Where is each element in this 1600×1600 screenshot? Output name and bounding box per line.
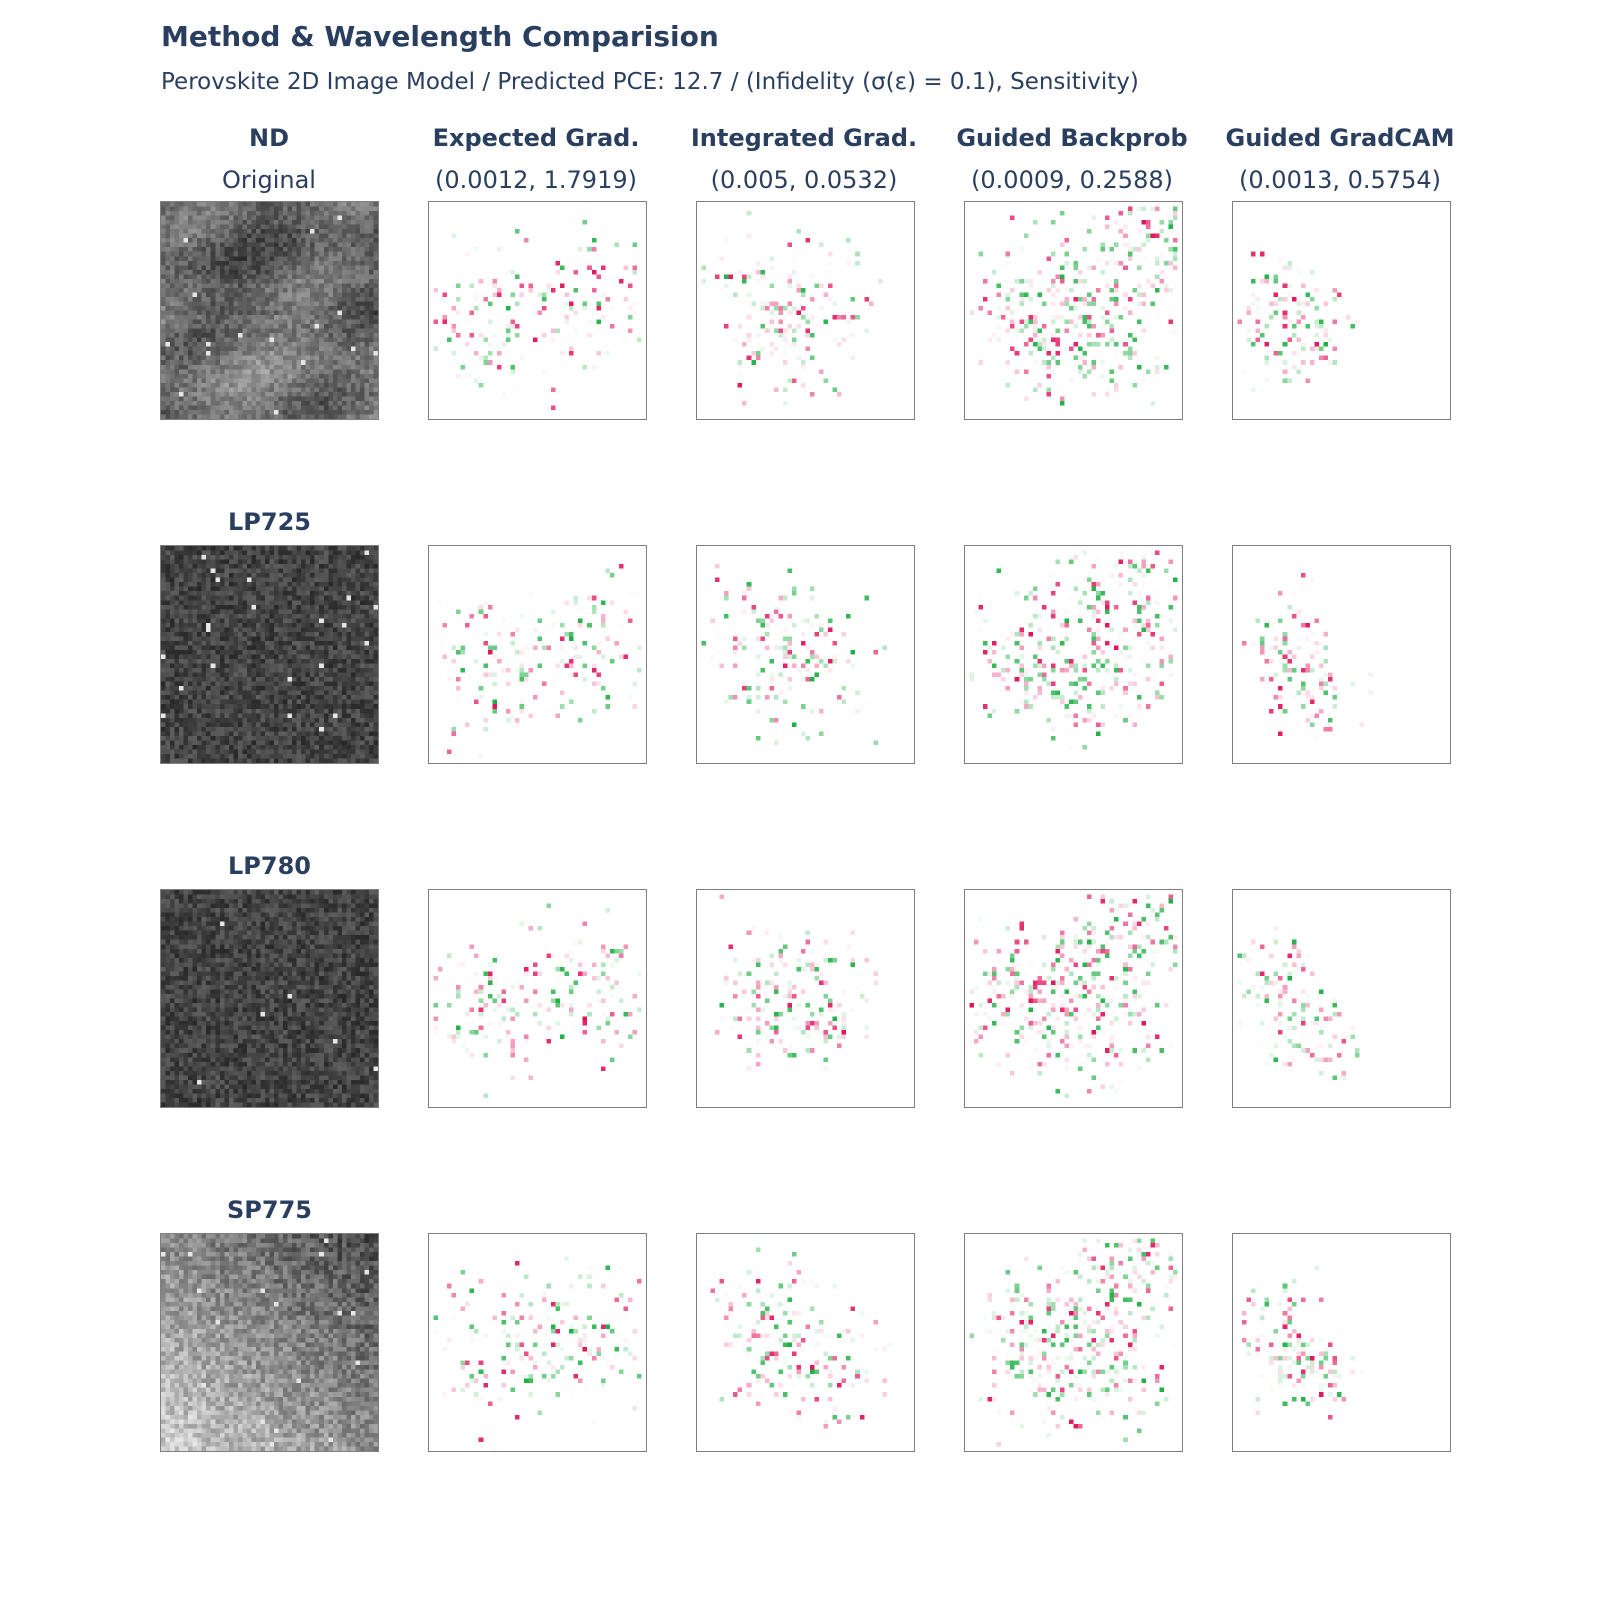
column-header-expected-grad: Expected Grad.: [432, 124, 640, 152]
attribution-map-lp780-guided-gradcam: [1232, 889, 1451, 1108]
original-image-sp775: [160, 1233, 379, 1452]
grayscale-image: [161, 546, 378, 763]
original-image-lp725: [160, 545, 379, 764]
figure-title: Method & Wavelength Comparision: [161, 20, 719, 53]
heatmap-canvas: [965, 1234, 1182, 1451]
heatmap-canvas: [965, 202, 1182, 419]
grayscale-image: [161, 1234, 378, 1451]
heatmap-canvas: [697, 1234, 914, 1451]
column-subtitle-original: Original: [222, 166, 316, 194]
grayscale-image: [161, 202, 378, 419]
row-header-lp725: LP725: [228, 508, 311, 536]
attribution-map-nd-guided-gradcam: [1232, 201, 1451, 420]
original-image-nd: [160, 201, 379, 420]
column-subtitle-guided-backprob: (0.0009, 0.2588): [971, 166, 1173, 194]
row-header-sp775: SP775: [227, 1196, 312, 1224]
attribution-map-sp775-expected-grad: [428, 1233, 647, 1452]
attribution-map-lp725-integrated-grad: [696, 545, 915, 764]
column-header-guided-gradcam: Guided GradCAM: [1225, 124, 1455, 152]
column-header-integrated-grad: Integrated Grad.: [690, 124, 918, 152]
attribution-map-nd-expected-grad: [428, 201, 647, 420]
column-header-guided-backprob: Guided Backprob: [956, 124, 1188, 152]
attribution-map-lp725-guided-backprob: [964, 545, 1183, 764]
column-subtitle-expected-grad: (0.0012, 1.7919): [435, 166, 637, 194]
row-header-lp780: LP780: [228, 852, 311, 880]
heatmap-canvas: [965, 890, 1182, 1107]
heatmap-canvas: [429, 1234, 646, 1451]
heatmap-canvas: [1233, 202, 1450, 419]
attribution-map-nd-integrated-grad: [696, 201, 915, 420]
attribution-map-sp775-guided-gradcam: [1232, 1233, 1451, 1452]
attribution-map-lp725-guided-gradcam: [1232, 545, 1451, 764]
attribution-map-lp780-integrated-grad: [696, 889, 915, 1108]
heatmap-canvas: [429, 546, 646, 763]
grayscale-image: [161, 890, 378, 1107]
original-image-lp780: [160, 889, 379, 1108]
heatmap-canvas: [697, 890, 914, 1107]
attribution-map-lp780-expected-grad: [428, 889, 647, 1108]
column-subtitle-integrated-grad: (0.005, 0.0532): [710, 166, 898, 194]
figure-subtitle: Perovskite 2D Image Model / Predicted PC…: [161, 69, 1139, 95]
attribution-map-lp725-expected-grad: [428, 545, 647, 764]
heatmap-canvas: [429, 202, 646, 419]
column-header-nd: ND: [248, 124, 289, 152]
attribution-map-lp780-guided-backprob: [964, 889, 1183, 1108]
heatmap-canvas: [1233, 890, 1450, 1107]
attribution-map-nd-guided-backprob: [964, 201, 1183, 420]
heatmap-canvas: [697, 546, 914, 763]
heatmap-canvas: [1233, 546, 1450, 763]
attribution-map-sp775-guided-backprob: [964, 1233, 1183, 1452]
heatmap-canvas: [429, 890, 646, 1107]
column-subtitle-guided-gradcam: (0.0013, 0.5754): [1239, 166, 1441, 194]
heatmap-canvas: [965, 546, 1182, 763]
heatmap-canvas: [697, 202, 914, 419]
attribution-map-sp775-integrated-grad: [696, 1233, 915, 1452]
heatmap-canvas: [1233, 1234, 1450, 1451]
